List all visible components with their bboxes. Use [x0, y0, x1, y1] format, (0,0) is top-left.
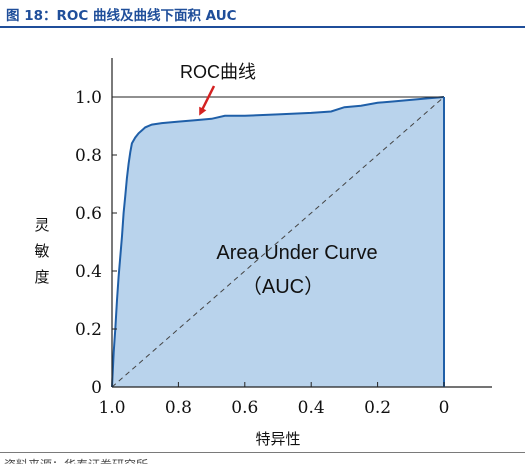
x-tick-labels: 1.0 0.8 0.6 0.4 0.2 0 [98, 382, 449, 418]
y-axis-label-char: 敏 [34, 242, 49, 260]
x-tick-label: 0.8 [165, 398, 192, 418]
x-tick-label: 0 [439, 398, 450, 418]
roc-annotation-arrow [199, 85, 216, 116]
chance-diagonal [111, 96, 445, 388]
footer-divider [0, 452, 525, 453]
y-axis-label-char: 灵 [34, 216, 49, 234]
x-tick-label: 0.6 [231, 398, 258, 418]
y-tick-label: 0.8 [75, 146, 102, 166]
y-tick-label: 0.6 [75, 204, 102, 224]
source-note: 资料来源：华泰证券研究所 [4, 458, 149, 472]
figure-title: 图 18：ROC 曲线及曲线下面积 AUC [6, 8, 237, 24]
auc-label-line2: （AUC） [242, 275, 324, 298]
y-tick-label: 1.0 [75, 88, 102, 108]
x-tick-label: 0.2 [364, 398, 391, 418]
auc-label-line1: Area Under Curve [216, 242, 377, 264]
x-tick-label: 0.4 [298, 398, 325, 418]
y-axis-label-char: 度 [34, 268, 49, 286]
x-axis-label: 特异性 [255, 430, 300, 448]
roc-chart: 0 0.2 0.4 0.6 0.8 1.0 1.0 0.8 0.6 0.4 0.2 0 灵敏度 特异… [34, 58, 492, 448]
y-tick-labels: 0 0.2 0.4 0.6 0.8 1.0 [75, 88, 117, 398]
plot-frame [111, 58, 492, 388]
roc-curve-annotation: ROC曲线 [180, 62, 256, 82]
y-tick-label: 0 [91, 378, 102, 398]
y-tick-label: 0.4 [75, 262, 102, 282]
title-divider [0, 26, 525, 28]
y-axis-label: 灵敏度 [34, 216, 49, 286]
y-tick-label: 0.2 [75, 320, 102, 340]
roc-curve [111, 96, 445, 388]
x-tick-label: 1.0 [98, 398, 125, 418]
